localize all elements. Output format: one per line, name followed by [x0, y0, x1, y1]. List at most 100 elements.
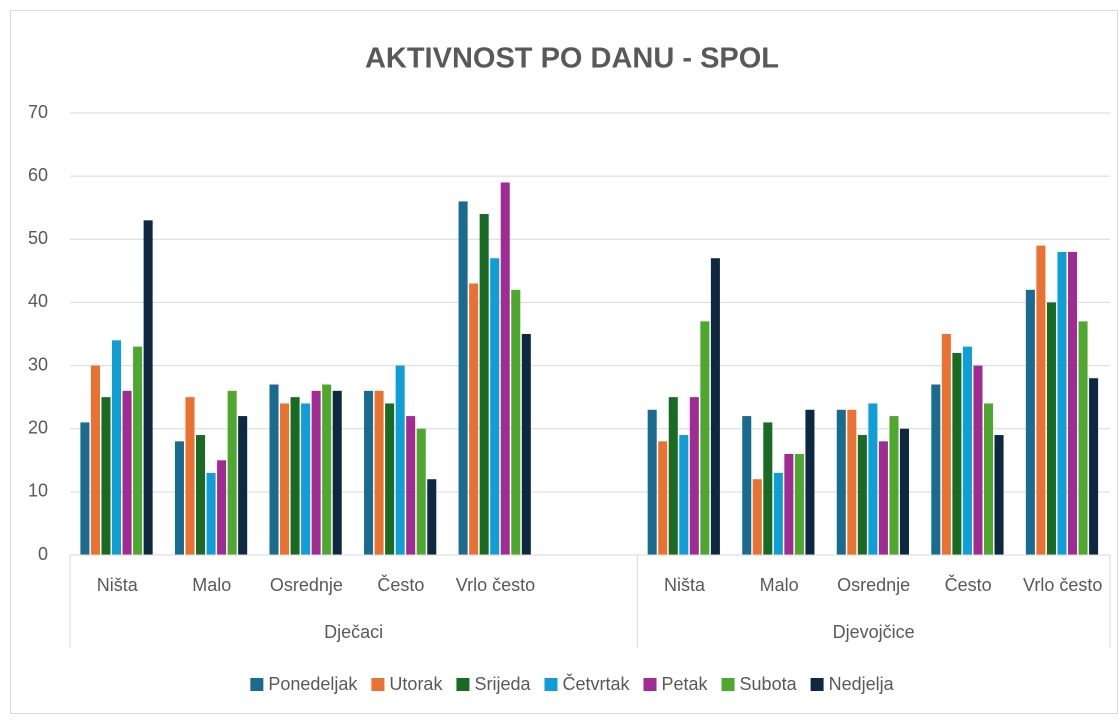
- bar: [983, 403, 994, 555]
- group-label: Dječaci: [324, 622, 383, 642]
- bar: [143, 220, 153, 556]
- bar: [773, 472, 783, 555]
- group-label: Djevojčice: [833, 622, 915, 642]
- bar: [469, 283, 479, 555]
- bar: [889, 416, 899, 555]
- bar: [90, 365, 100, 555]
- legend-swatch: [643, 678, 657, 691]
- legend-swatch: [721, 678, 735, 691]
- bar: [679, 435, 689, 555]
- bar: [742, 416, 752, 555]
- bar: [311, 390, 321, 555]
- bar: [962, 346, 972, 555]
- bar: [217, 460, 227, 555]
- legend-label: Utorak: [389, 674, 443, 694]
- bar: [500, 182, 510, 555]
- bar: [280, 403, 290, 555]
- legend-swatch: [544, 678, 558, 691]
- bar: [185, 397, 195, 555]
- bar: [122, 390, 132, 555]
- y-tick-label: 50: [28, 228, 48, 248]
- legend-swatch: [456, 678, 470, 691]
- bar: [332, 390, 342, 555]
- bar: [406, 416, 416, 555]
- bar: [868, 403, 878, 555]
- bar: [899, 428, 910, 555]
- bar: [836, 409, 846, 555]
- bar: [647, 409, 657, 555]
- bar: [227, 390, 237, 555]
- bar: [133, 346, 143, 555]
- x-tick-label: Osrednje: [270, 575, 343, 595]
- bar: [668, 397, 678, 555]
- bar: [1046, 302, 1056, 555]
- bar: [511, 289, 521, 555]
- bar: [490, 258, 500, 555]
- x-tick-label: Ništa: [664, 575, 706, 595]
- bar: [238, 416, 248, 555]
- bar: [395, 365, 405, 555]
- x-tick-label: Vrlo često: [1023, 575, 1102, 595]
- x-tick-label: Malo: [760, 575, 799, 595]
- bar: [805, 409, 815, 555]
- bar: [952, 352, 962, 555]
- bar: [857, 435, 867, 555]
- bar: [752, 479, 762, 555]
- legend-label: Četvrtak: [562, 673, 630, 694]
- bar: [374, 390, 384, 555]
- bar: [1078, 321, 1088, 555]
- bar: [416, 428, 426, 555]
- bar: [174, 441, 184, 555]
- bar: [364, 390, 374, 555]
- y-tick-label: 10: [28, 481, 48, 501]
- x-tick-label: Ništa: [97, 575, 139, 595]
- bar: [994, 435, 1004, 555]
- bar: [196, 435, 206, 555]
- y-tick-label: 60: [28, 165, 48, 185]
- bar: [290, 397, 300, 555]
- legend-label: Ponedeljak: [268, 674, 358, 694]
- y-tick-label: 20: [28, 417, 48, 437]
- y-tick-label: 70: [28, 102, 48, 122]
- bar: [80, 422, 90, 555]
- bar: [931, 384, 941, 555]
- bar: [1089, 378, 1099, 555]
- bar: [479, 214, 489, 555]
- bar: [973, 365, 983, 555]
- bar: [794, 453, 804, 555]
- bar: [784, 453, 794, 555]
- y-tick-label: 30: [28, 354, 48, 374]
- bar: [521, 334, 531, 555]
- bar: [112, 340, 122, 555]
- x-tick-label: Vrlo često: [456, 575, 535, 595]
- bar: [427, 479, 437, 555]
- bar: [710, 258, 720, 555]
- x-tick-label: Osrednje: [837, 575, 910, 595]
- x-tick-label: Često: [377, 574, 424, 595]
- legend-swatch: [250, 678, 264, 691]
- bar: [763, 422, 773, 555]
- bar: [847, 409, 857, 555]
- y-tick-label: 0: [38, 544, 48, 564]
- legend-label: Nedjelja: [829, 674, 895, 694]
- bar: [941, 334, 951, 555]
- bar: [206, 472, 216, 555]
- bar: [269, 384, 279, 555]
- x-tick-label: Često: [945, 574, 992, 595]
- legend-swatch: [810, 678, 824, 691]
- legend: Ponedeljak Utorak Srijeda Četvrtak Petak Subo…: [250, 673, 895, 694]
- legend-label: Subota: [740, 674, 798, 694]
- legend-label: Srijeda: [474, 674, 531, 694]
- bar: [101, 397, 111, 555]
- bar: [385, 403, 395, 555]
- bar: [658, 441, 668, 555]
- bar: [1025, 289, 1035, 555]
- x-tick-label: Malo: [192, 575, 231, 595]
- bar: [301, 403, 311, 555]
- bar: [1057, 251, 1067, 555]
- bar: [689, 397, 699, 555]
- chart-frame: [10, 10, 1118, 714]
- bar: [1036, 245, 1046, 555]
- bar: [322, 384, 332, 555]
